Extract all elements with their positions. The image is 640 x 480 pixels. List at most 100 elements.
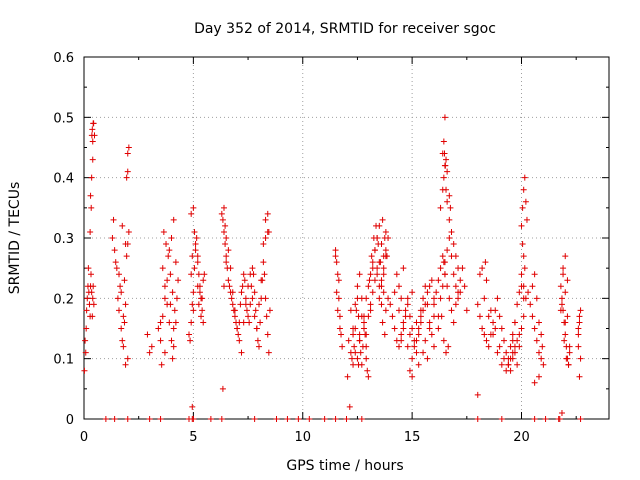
data-point (256, 343, 262, 350)
data-point (448, 228, 455, 235)
data-point (89, 295, 96, 302)
data-point (161, 283, 168, 290)
data-point (172, 319, 179, 326)
data-point (521, 174, 528, 181)
data-point (345, 337, 352, 344)
data-point (426, 319, 433, 326)
data-point (439, 253, 446, 260)
data-point (540, 361, 547, 368)
data-point (457, 289, 464, 296)
data-point (235, 331, 242, 338)
data-point (356, 271, 363, 278)
data-point (441, 114, 448, 121)
data-point (369, 289, 376, 296)
data-point (505, 361, 512, 368)
data-point (194, 259, 201, 266)
data-point (364, 367, 371, 374)
data-point (438, 313, 445, 320)
data-point-baseline (577, 416, 584, 422)
data-point (435, 325, 442, 332)
data-point (409, 373, 416, 380)
data-point (157, 337, 164, 344)
data-point (361, 325, 367, 332)
data-point (406, 367, 413, 374)
data-point (109, 235, 116, 241)
data-point (428, 277, 435, 284)
data-point (531, 379, 538, 386)
data-point (339, 343, 346, 350)
data-point (334, 307, 341, 314)
data-point-baseline (146, 416, 153, 422)
data-point (366, 277, 373, 284)
data-point (371, 277, 378, 284)
data-point (406, 331, 413, 338)
data-point (363, 295, 370, 302)
data-point (172, 259, 179, 266)
data-point (398, 295, 405, 302)
data-point (173, 295, 180, 302)
data-point-baseline (190, 416, 197, 422)
data-point (240, 319, 247, 326)
data-point (353, 307, 360, 314)
data-point (564, 313, 571, 320)
data-point (166, 319, 173, 326)
data-point (195, 271, 202, 278)
data-point (120, 313, 127, 320)
data-point (334, 271, 341, 278)
data-point (516, 289, 523, 296)
data-points (81, 114, 584, 422)
data-point (254, 337, 261, 344)
data-point (444, 198, 451, 205)
data-point (348, 355, 355, 362)
data-point-baseline (474, 416, 481, 422)
data-point (119, 337, 126, 344)
data-point (82, 349, 89, 356)
data-point (245, 313, 252, 320)
data-point (347, 307, 354, 314)
data-point (420, 349, 427, 356)
data-point (533, 337, 540, 344)
data-point (440, 337, 447, 344)
data-point-baseline (531, 416, 538, 422)
data-point (187, 337, 194, 344)
data-point (485, 343, 492, 350)
data-point (89, 156, 96, 163)
data-point (527, 301, 534, 308)
data-point (200, 277, 207, 284)
data-point (514, 361, 521, 368)
data-point (371, 247, 378, 254)
data-point (415, 361, 422, 368)
x-tick-label: 10 (294, 430, 311, 445)
data-point (576, 313, 583, 320)
data-point (494, 295, 501, 302)
data-point (88, 204, 95, 211)
data-point (158, 361, 165, 368)
data-point (170, 343, 177, 350)
data-point (351, 343, 358, 350)
data-point (409, 289, 416, 296)
data-point-baseline (498, 416, 505, 422)
data-point (167, 271, 174, 278)
data-point (253, 325, 260, 332)
data-point (155, 325, 162, 332)
data-point (344, 373, 351, 380)
data-point (443, 349, 450, 356)
data-point (190, 204, 197, 211)
data-point (227, 265, 234, 272)
data-point (476, 313, 483, 320)
data-point (355, 361, 362, 368)
data-point (332, 253, 339, 260)
data-point (519, 204, 526, 211)
data-point (221, 228, 227, 235)
data-point (88, 289, 95, 296)
data-point (237, 301, 244, 308)
data-point (243, 307, 250, 314)
data-point (483, 277, 490, 284)
data-point (336, 325, 343, 332)
data-point (575, 343, 582, 350)
data-point (577, 355, 584, 362)
data-point (357, 349, 364, 356)
data-point (223, 253, 230, 260)
data-point (112, 259, 119, 266)
